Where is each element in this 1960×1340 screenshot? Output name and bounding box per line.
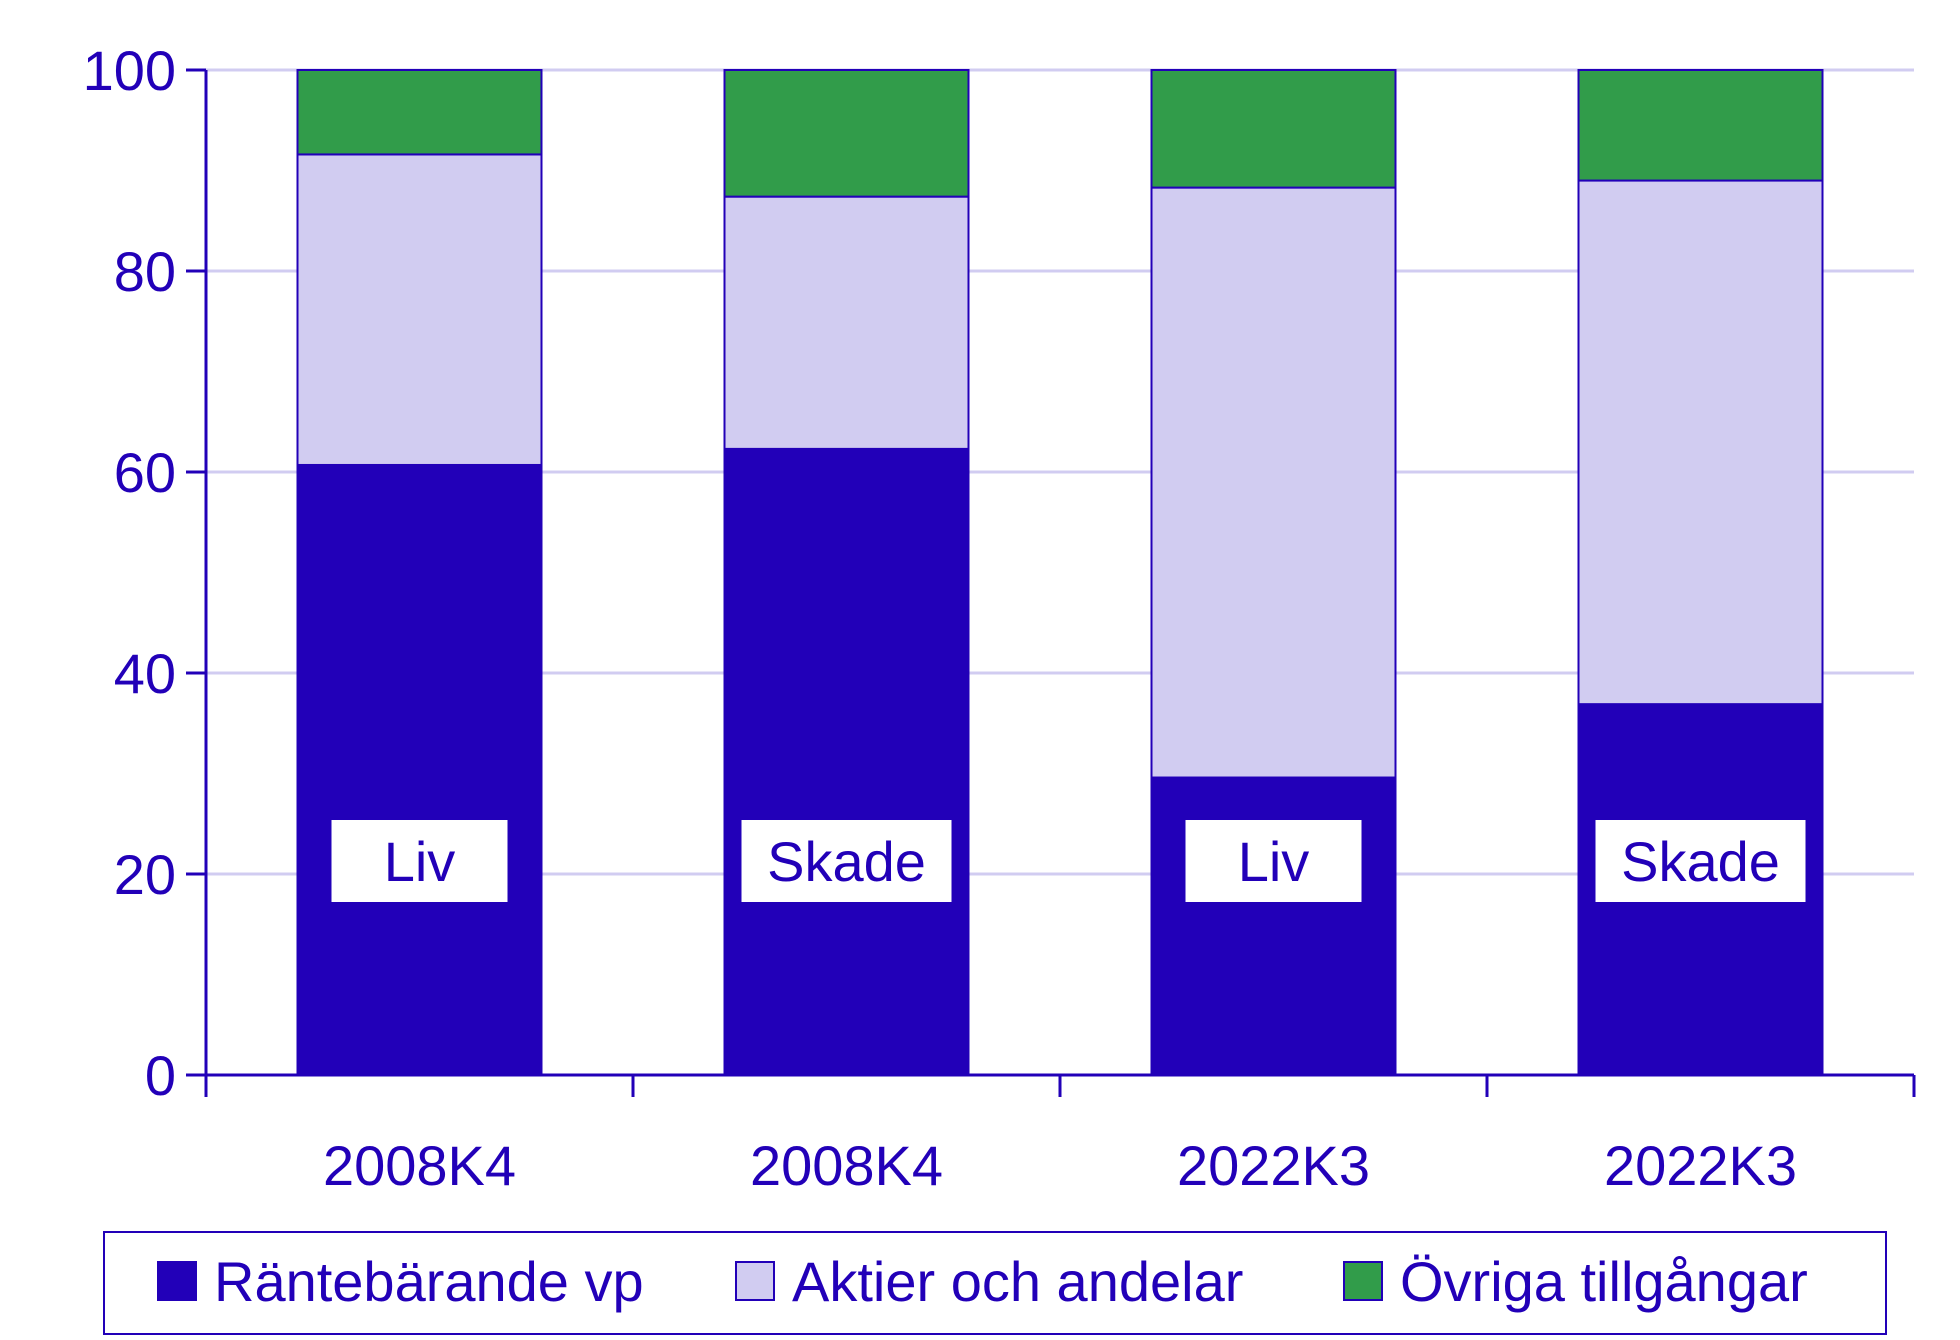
bar-segment — [723, 447, 970, 1076]
bar-label-box — [331, 820, 508, 902]
y-tick-label: 20 — [114, 843, 176, 906]
legend-frame — [103, 1231, 1887, 1335]
bar-segment — [1577, 69, 1824, 182]
bar-label-box — [1595, 820, 1806, 902]
legend-label: Aktier och andelar — [792, 1250, 1243, 1313]
y-tick-label: 100 — [83, 39, 176, 102]
bar-segment — [1150, 69, 1397, 189]
legend-label: Räntebärande vp — [214, 1250, 644, 1313]
bar-label: Liv — [1238, 830, 1310, 893]
bar-segment — [1577, 179, 1824, 706]
bar-label: Skade — [767, 830, 926, 893]
legend-swatch — [157, 1261, 197, 1301]
x-tick-label: 2008K4 — [323, 1134, 516, 1197]
bar-segment — [296, 153, 543, 466]
bar-segment — [1150, 186, 1397, 779]
legend-swatch — [1343, 1261, 1383, 1301]
y-tick-label: 0 — [145, 1044, 176, 1107]
legend-swatch — [735, 1261, 775, 1301]
y-tick-label: 80 — [114, 240, 176, 303]
axes — [186, 68, 1916, 1097]
x-tick-labels: 2008K4 2008K4 2022K3 2022K3 — [323, 1134, 1797, 1197]
bar-segment — [723, 69, 970, 198]
y-tick-label: 60 — [114, 441, 176, 504]
bar-label-box — [1185, 820, 1362, 902]
x-tick-label: 2022K3 — [1604, 1134, 1797, 1197]
bars — [296, 69, 1824, 1077]
bar-label: Skade — [1621, 830, 1780, 893]
x-tick-label: 2022K3 — [1177, 1134, 1370, 1197]
legend: Räntebärande vp Aktier och andelar Övriga … — [103, 1231, 1887, 1335]
bar-label: Liv — [384, 830, 456, 893]
bar-label-box — [741, 820, 952, 902]
y-tick-labels: 0 20 40 60 80 100 — [83, 39, 176, 1107]
x-tick-label: 2008K4 — [750, 1134, 943, 1197]
y-tick-label: 40 — [114, 642, 176, 705]
bar-segment — [723, 195, 970, 450]
bar-segment — [296, 463, 543, 1076]
bar-segment — [296, 69, 543, 156]
legend-label: Övriga tillgångar — [1400, 1250, 1808, 1313]
bar-category-labels: Liv Skade Liv Skade — [331, 820, 1806, 902]
